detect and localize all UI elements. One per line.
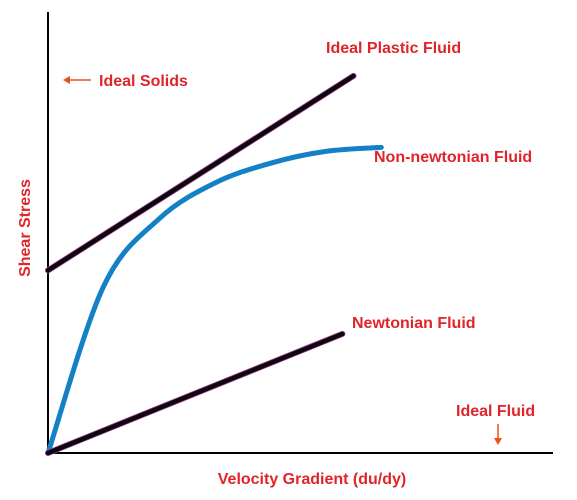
label-ideal-fluid: Ideal Fluid bbox=[456, 403, 535, 420]
ideal-fluid-annotation: Ideal Fluid bbox=[456, 403, 535, 445]
series-newtonian-fluid bbox=[45, 330, 346, 456]
line-ideal-plastic-fluid bbox=[45, 73, 356, 273]
line-newtonian-fluid bbox=[45, 331, 345, 456]
x-axis-label: Velocity Gradient (du/dy) bbox=[218, 471, 406, 488]
left-arrowhead-icon bbox=[63, 76, 70, 84]
label-newtonian-fluid: Newtonian Fluid bbox=[352, 315, 476, 332]
y-axis-label: Shear Stress bbox=[17, 179, 34, 277]
label-ideal-solids: Ideal Solids bbox=[99, 73, 188, 90]
series-non-newtonian-fluid bbox=[45, 144, 384, 456]
line-non-newtonian-fluid bbox=[45, 144, 384, 456]
series-ideal-plastic-fluid bbox=[45, 72, 357, 274]
label-non-newtonian-fluid: Non-newtonian Fluid bbox=[374, 149, 532, 166]
ideal-solids-annotation: Ideal Solids bbox=[63, 73, 188, 90]
series-layer bbox=[45, 72, 384, 456]
label-ideal-plastic-fluid: Ideal Plastic Fluid bbox=[326, 40, 461, 57]
down-arrowhead-icon bbox=[494, 438, 502, 445]
